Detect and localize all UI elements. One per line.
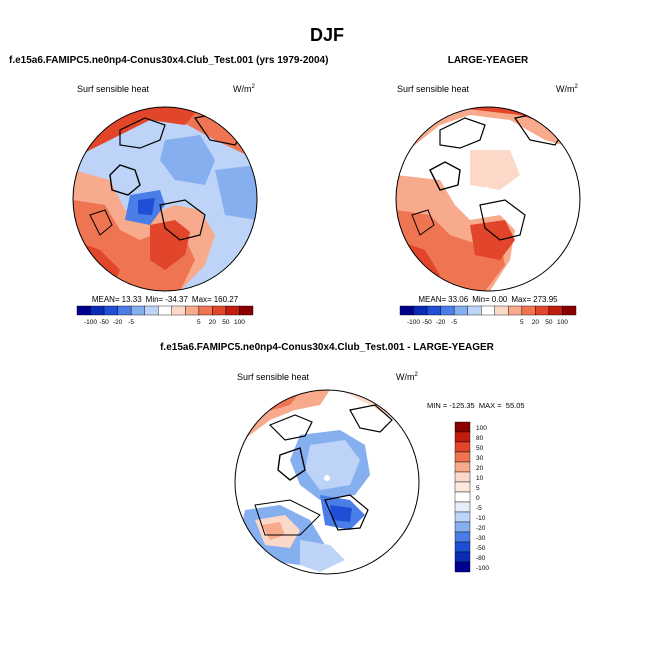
colorbar-tick-label: 100 [476,425,487,432]
colorbar-tick-label: -5 [476,505,482,512]
colorbar-swatch [454,431,471,443]
colorbar-swatch [426,305,441,316]
colorbar-tick-label: 5 [197,319,201,326]
colorbar-tick-label: 20 [532,319,540,326]
panel-diff: f.e15a6.FAMIPC5.ne0np4-Conus30x4.Club_Te… [160,342,525,575]
colorbar-swatch [225,305,240,316]
colorbar-tick-label: -50 [99,319,109,326]
colorbar-swatch [185,305,200,316]
colorbar-swatch [548,305,563,316]
colorbar-swatch [454,521,471,533]
colorbar-swatch [239,305,254,316]
colorbar-tick-label: 100 [557,319,568,326]
colorbar-tick-label: 50 [222,319,230,326]
colorbar-swatch [453,305,468,316]
panel-diff-stats: MIN = -125.35 MAX = 55.05 [427,401,525,410]
colorbar-tick-label: 5 [520,319,524,326]
colorbar-tick-label: 80 [476,435,484,442]
panel-model-units: W/m2 [233,84,256,94]
colorbar-swatch [130,305,145,316]
colorbar-tick-label: -5 [451,319,457,326]
panel-model: f.e15a6.FAMIPC5.ne0np4-Conus30x4.Club_Te… [9,55,328,326]
colorbar-swatch [76,305,91,316]
colorbar-swatch [454,541,471,553]
colorbar-swatch [413,305,428,316]
colorbar-swatch [90,305,105,316]
colorbar-swatch [454,551,471,563]
colorbar-swatch [117,305,132,316]
panel-obs-title: LARGE-YEAGER [448,55,529,66]
colorbar-swatch [212,305,227,316]
colorbar-tick-label: -20 [476,525,486,532]
colorbar-swatch [521,305,536,316]
colorbar-swatch [454,501,471,513]
colorbar-swatch [535,305,550,316]
colorbar-swatch [198,305,213,316]
colorbar-tick-label: 20 [476,465,484,472]
colorbar-tick-label: -100 [407,319,420,326]
panel-obs-variable: Surf sensible heat [397,84,470,94]
colorbar-swatch [103,305,118,316]
colorbar-swatch [481,305,495,316]
colorbar-tick-label: 5 [476,485,480,492]
colorbar-tick-label: -50 [476,545,486,552]
colorbar-tick-label: 20 [209,319,217,326]
colorbar-tick-label: 0 [476,495,480,502]
panel-obs-units: W/m2 [556,84,579,94]
colorbar-tick-label: 100 [234,319,245,326]
colorbar-swatch [399,305,414,316]
panel-model-stats: MEAN= 13.33 Min= -34.37 Max= 160.27 [92,295,239,304]
colorbar-swatch [454,481,471,493]
colorbar-swatch [158,305,172,316]
colorbar-swatch [454,511,471,523]
colorbar-swatch [562,305,577,316]
panel-diff-map [235,390,419,574]
colorbar-tick-label: -10 [476,515,486,522]
colorbar-swatch [454,451,471,463]
colorbar-tick-label: -30 [476,535,486,542]
colorbar-swatch [454,461,471,473]
colorbar-tick-label: 50 [545,319,553,326]
panel-model-colorbar: -100 -50 -20 -5 5 20 50 100 [76,305,254,326]
colorbar-tick-label: -80 [476,555,486,562]
colorbar-tick-label: -20 [436,319,446,326]
panel-model-variable: Surf sensible heat [77,84,150,94]
panel-model-map [73,107,257,291]
panel-obs-map [396,107,580,291]
colorbar-swatch [467,305,482,316]
panel-obs-stats: MEAN= 33.06 Min= 0.00 Max= 273.95 [418,295,558,304]
panel-model-title: f.e15a6.FAMIPC5.ne0np4-Conus30x4.Club_Te… [9,55,328,66]
colorbar-swatch [494,305,509,316]
colorbar-tick-label: -20 [113,319,123,326]
colorbar-swatch [454,531,471,543]
colorbar-tick-label: 50 [476,445,484,452]
colorbar-swatch [454,441,471,453]
panel-diff-units: W/m2 [396,372,419,382]
colorbar-swatch [454,421,471,433]
page-title: DJF [310,25,344,45]
panel-obs-colorbar: -100 -50 -20 -5 5 20 50 100 [399,305,577,326]
colorbar-tick-label: -5 [128,319,134,326]
colorbar-swatch [171,305,186,316]
panel-diff-title: f.e15a6.FAMIPC5.ne0np4-Conus30x4.Club_Te… [160,342,495,353]
panel-diff-variable: Surf sensible heat [237,372,310,382]
panel-obs: LARGE-YEAGER Surf sensible heat W/m2 MEA… [395,55,581,326]
colorbar-tick-label: -100 [84,319,97,326]
colorbar-swatch [454,471,471,483]
colorbar-tick-label: -100 [476,565,489,572]
colorbar-tick-label: -50 [422,319,432,326]
colorbar-swatch [454,561,471,573]
colorbar-tick-label: 10 [476,475,484,482]
colorbar-swatch [440,305,455,316]
colorbar-swatch [454,491,471,503]
colorbar-tick-label: 30 [476,455,484,462]
colorbar-swatch [144,305,159,316]
colorbar-swatch [508,305,523,316]
